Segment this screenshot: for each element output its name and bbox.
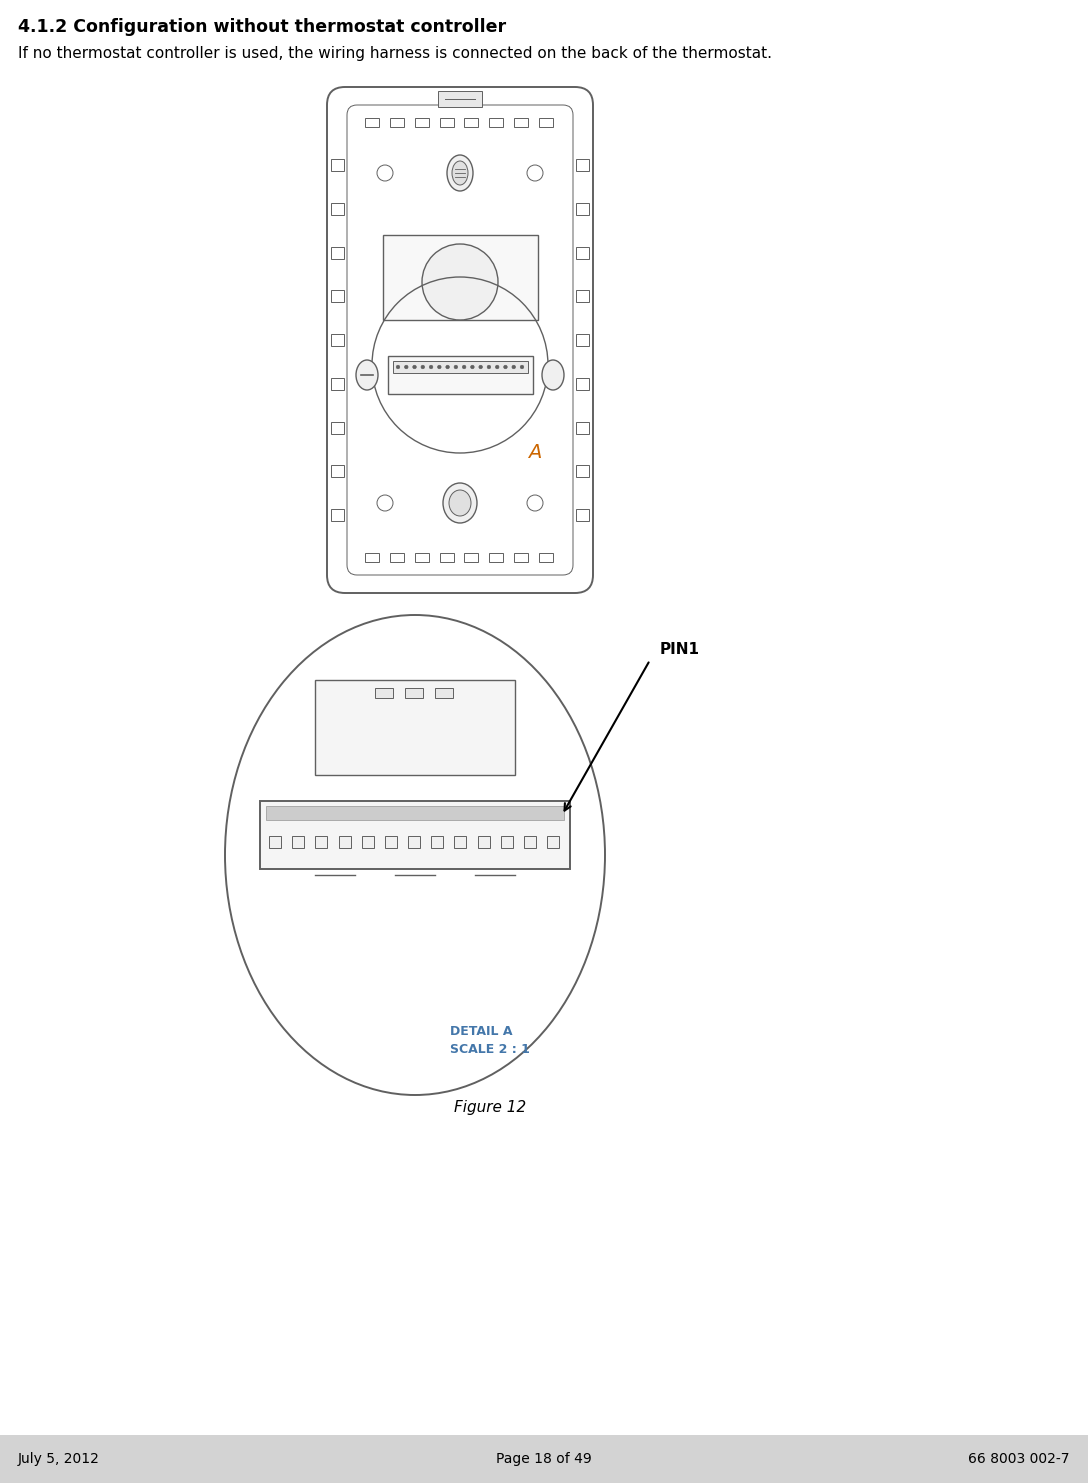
Bar (547, 836, 559, 848)
Bar (316, 836, 327, 848)
Bar (539, 553, 553, 562)
Bar (415, 553, 429, 562)
Bar (364, 553, 379, 562)
Bar (361, 836, 373, 848)
Text: Page 18 of 49: Page 18 of 49 (496, 1452, 592, 1467)
Text: If no thermostat controller is used, the wiring harness is connected on the back: If no thermostat controller is used, the… (18, 46, 772, 61)
Bar (576, 203, 589, 215)
Bar (0, 1436, 1088, 1483)
Bar (435, 688, 453, 698)
Bar (408, 836, 420, 848)
Circle shape (422, 245, 498, 320)
Circle shape (437, 365, 441, 369)
Bar (390, 119, 404, 128)
Bar (576, 246, 589, 258)
Bar (515, 119, 528, 128)
Bar (415, 119, 429, 128)
Text: PIN1: PIN1 (660, 642, 700, 657)
Bar (375, 688, 393, 698)
Circle shape (479, 365, 482, 369)
Bar (455, 836, 467, 848)
Circle shape (462, 365, 466, 369)
Bar (438, 90, 482, 107)
Bar (393, 360, 528, 374)
Bar (383, 234, 537, 320)
Bar (331, 159, 344, 171)
Text: July 5, 2012: July 5, 2012 (18, 1452, 100, 1467)
Bar (440, 119, 454, 128)
Bar (490, 119, 504, 128)
Bar (576, 291, 589, 303)
Ellipse shape (449, 489, 471, 516)
Bar (576, 421, 589, 433)
Bar (576, 509, 589, 521)
Text: 66 8003 002-7: 66 8003 002-7 (968, 1452, 1070, 1467)
Bar (478, 836, 490, 848)
Bar (331, 246, 344, 258)
Circle shape (504, 365, 507, 369)
Circle shape (405, 365, 408, 369)
Bar (523, 836, 535, 848)
Bar (331, 466, 344, 478)
Bar (539, 119, 553, 128)
Circle shape (412, 365, 417, 369)
Bar (331, 378, 344, 390)
Circle shape (446, 365, 449, 369)
Bar (331, 509, 344, 521)
Bar (338, 836, 350, 848)
Text: SCALE 2 : 1: SCALE 2 : 1 (450, 1043, 530, 1056)
Bar (576, 334, 589, 346)
Bar (269, 836, 281, 848)
Circle shape (396, 365, 399, 369)
Circle shape (512, 365, 516, 369)
Bar (331, 334, 344, 346)
Bar (405, 688, 423, 698)
Circle shape (487, 365, 491, 369)
Ellipse shape (447, 156, 473, 191)
Bar (465, 119, 479, 128)
Text: DETAIL A: DETAIL A (450, 1025, 512, 1038)
Bar (331, 421, 344, 433)
Bar (364, 119, 379, 128)
Ellipse shape (542, 360, 564, 390)
Bar (260, 801, 570, 869)
Bar (388, 356, 533, 394)
Circle shape (430, 365, 433, 369)
Bar (500, 836, 512, 848)
Ellipse shape (356, 360, 378, 390)
Text: A: A (528, 443, 542, 463)
Bar (385, 836, 397, 848)
Bar (440, 553, 454, 562)
FancyBboxPatch shape (327, 87, 593, 593)
Bar (331, 203, 344, 215)
Circle shape (520, 365, 523, 369)
Bar (515, 553, 528, 562)
Bar (576, 159, 589, 171)
Ellipse shape (443, 483, 477, 523)
Bar (465, 553, 479, 562)
Bar (331, 291, 344, 303)
Bar (576, 466, 589, 478)
Bar (490, 553, 504, 562)
Circle shape (495, 365, 499, 369)
Text: Figure 12: Figure 12 (454, 1100, 527, 1115)
Text: 4.1.2 Configuration without thermostat controller: 4.1.2 Configuration without thermostat c… (18, 18, 506, 36)
Bar (576, 378, 589, 390)
Bar (390, 553, 404, 562)
Circle shape (421, 365, 424, 369)
Circle shape (471, 365, 474, 369)
Bar (265, 805, 564, 820)
Bar (431, 836, 443, 848)
Bar (293, 836, 305, 848)
Ellipse shape (452, 162, 468, 185)
Circle shape (454, 365, 458, 369)
Ellipse shape (225, 615, 605, 1094)
Bar (316, 681, 515, 776)
